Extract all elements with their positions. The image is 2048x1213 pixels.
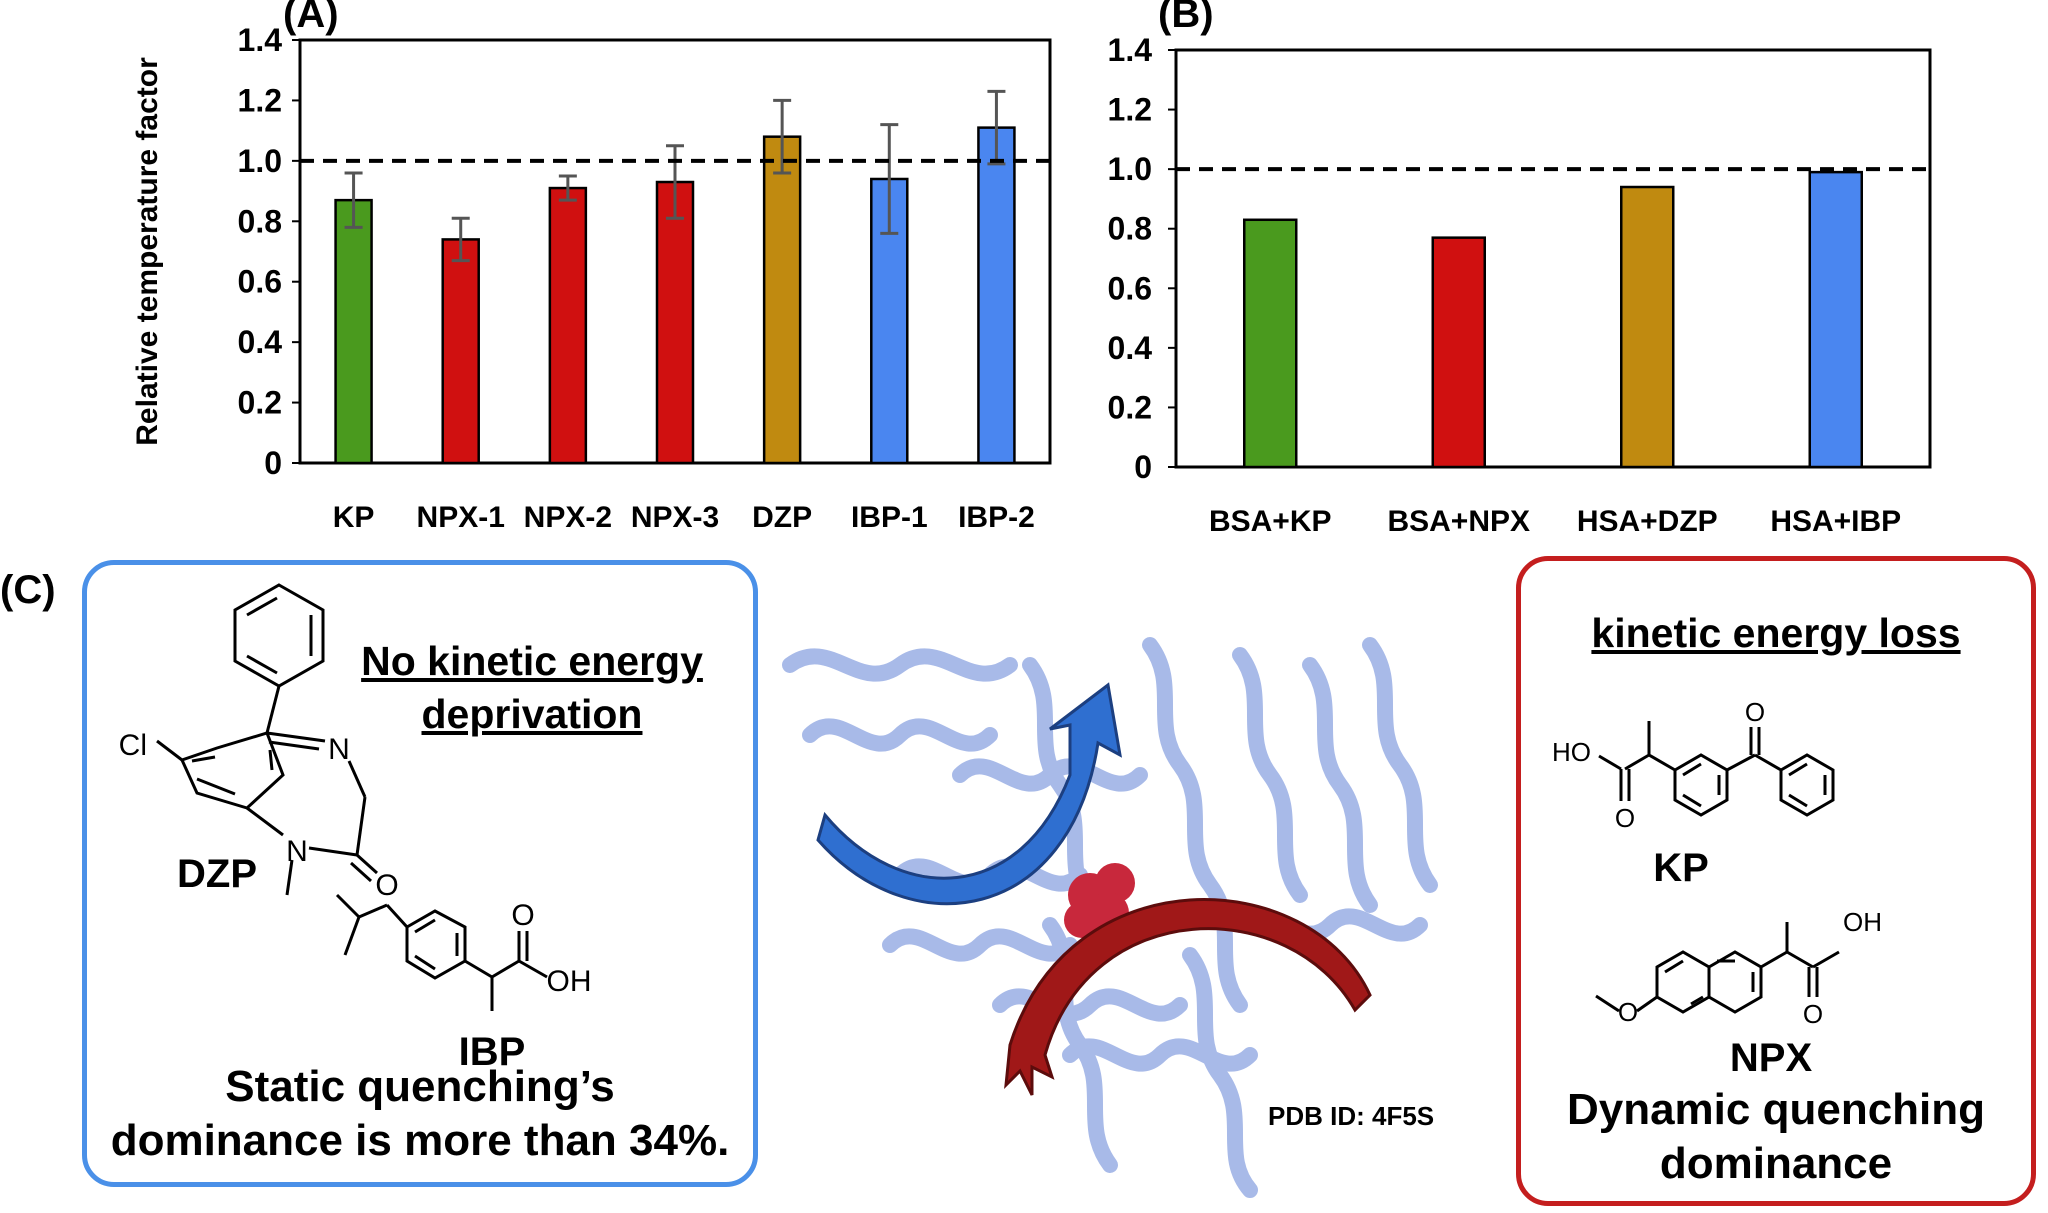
dzp-o-atom: O — [375, 869, 398, 902]
x-category-label: HSA+DZP — [1577, 505, 1718, 538]
left-heading: No kinetic energy deprivation — [327, 635, 737, 742]
red-arrow-icon — [1004, 898, 1372, 1096]
npx-oh-group: OH — [1843, 907, 1882, 937]
bar — [1431, 236, 1486, 469]
dzp-cl-atom: Cl — [119, 729, 147, 762]
bar — [334, 198, 373, 465]
y-axis-label: Relative temperature factor — [131, 57, 164, 446]
ibp-oh-group: OH — [547, 965, 592, 998]
panel-c-letter: (C) — [0, 568, 56, 612]
kp-o-atom-1: O — [1615, 803, 1635, 833]
x-category-label: HSA+IBP — [1770, 505, 1901, 538]
y-tick-label: 0.8 — [238, 203, 282, 239]
y-tick-label: 0.2 — [1108, 389, 1152, 425]
left-heading-line2: deprivation — [421, 691, 643, 738]
y-tick-label: 1.4 — [1108, 32, 1153, 68]
x-category-label: IBP-2 — [958, 501, 1035, 534]
y-tick-label: 1.0 — [238, 143, 282, 179]
kp-o-atom-2: O — [1745, 697, 1765, 727]
y-tick-label: 0.6 — [238, 264, 282, 300]
y-tick-label: 0.2 — [238, 385, 282, 421]
bar — [1620, 185, 1675, 469]
kp-ho-group: HO — [1552, 737, 1591, 767]
x-category-label: IBP-1 — [851, 501, 928, 534]
y-tick-label: 1.0 — [1108, 151, 1152, 187]
left-info-box: No kinetic energy deprivation — [82, 560, 758, 1187]
plot-frame — [1174, 48, 1932, 469]
left-footer-line1: Static quenching’s — [225, 1062, 615, 1111]
panel-b-letter: (B) — [1158, 0, 1214, 36]
panel-a-letter: (A) — [283, 0, 339, 36]
left-heading-line1: No kinetic energy — [361, 638, 703, 684]
chart-b: 0 0.2 0.4 0.6 0.8 1.0 1.2 1.4 BSA+KP BSA+NPX HSA+D… — [1108, 32, 1932, 538]
kp-npx-structures: HO O O KP O O OH NPX — [1552, 697, 1882, 1080]
y-tick-label: 1.2 — [238, 82, 282, 118]
y-tick-label: 0.6 — [1108, 270, 1152, 306]
bar — [548, 186, 588, 465]
y-tick-label: 0.4 — [1108, 330, 1153, 366]
dzp-label: DZP — [177, 852, 257, 896]
right-footer: Dynamic quenching dominance — [1521, 1083, 2031, 1190]
right-heading: kinetic energy loss — [1591, 610, 1961, 656]
x-category-label: NPX-3 — [631, 501, 719, 534]
y-tick-label: 0.4 — [238, 324, 283, 360]
right-footer-line1: Dynamic quenching — [1566, 1085, 1986, 1134]
dzp-n1-atom: N — [286, 835, 308, 868]
x-category-label: NPX-1 — [417, 501, 505, 534]
dzp-structure: Cl N N O DZP O OH IBP — [119, 583, 592, 1074]
kp-label: KP — [1653, 846, 1709, 890]
pdb-label: PDB ID: 4F5S — [1268, 1101, 1434, 1131]
npx-o-atom-1: O — [1618, 997, 1638, 1027]
x-category-label: DZP — [752, 501, 812, 534]
ibp-label: IBP — [459, 1030, 526, 1074]
bar — [762, 135, 802, 465]
x-category-label: BSA+KP — [1209, 505, 1332, 538]
protein-structure: PDB ID: 4F5S — [782, 637, 1438, 1198]
dzp-n-atom: N — [328, 733, 350, 766]
bar — [655, 180, 695, 465]
left-footer: Static quenching’s dominance is more tha… — [87, 1060, 753, 1167]
right-info-box: kinetic energy loss — [1516, 556, 2036, 1206]
npx-label: NPX — [1730, 1036, 1813, 1080]
blue-arrow-icon — [816, 682, 1123, 906]
x-category-label: BSA+NPX — [1387, 505, 1530, 538]
y-tick-label: 1.4 — [238, 22, 283, 58]
y-tick-label: 1.2 — [1108, 92, 1152, 128]
x-category-label: KP — [333, 501, 375, 534]
npx-o-atom-2: O — [1803, 999, 1823, 1029]
bar — [1243, 218, 1298, 469]
bar — [1808, 170, 1863, 469]
right-footer-line2: dominance — [1659, 1138, 1893, 1188]
y-tick-label: 0 — [264, 445, 282, 481]
bar — [977, 126, 1016, 465]
x-category-label: NPX-2 — [524, 501, 612, 534]
y-tick-label: 0.8 — [1108, 211, 1152, 247]
y-tick-label: 0 — [1134, 449, 1152, 485]
left-footer-line2: dominance is more than 34%. — [110, 1115, 730, 1165]
ibp-o-atom: O — [511, 899, 534, 932]
bar — [441, 238, 480, 465]
chart-a: 0 0.2 0.4 0.6 0.8 1.0 1.2 1.4 Relative temperatu… — [131, 22, 1052, 534]
